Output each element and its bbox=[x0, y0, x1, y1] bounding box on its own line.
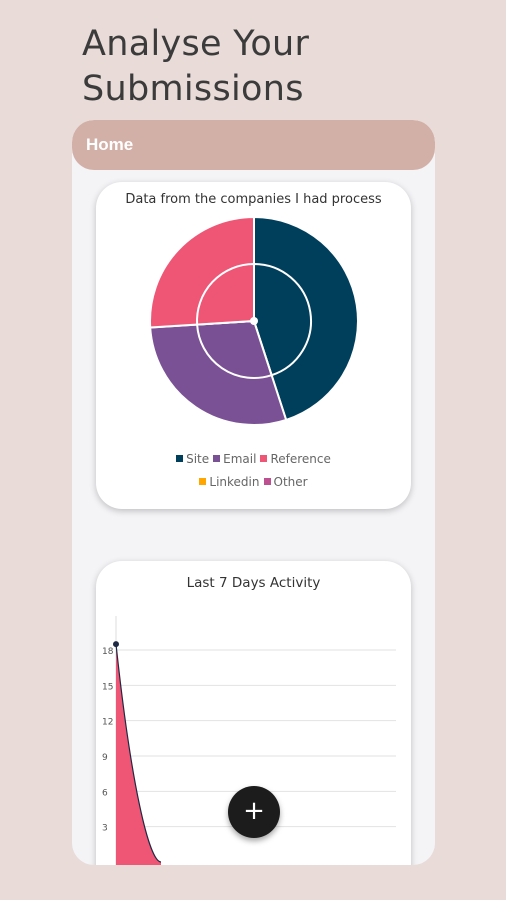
activity-chart: 3 6 9 12 15 18 bbox=[102, 616, 396, 865]
pie-slice-reference-inner[interactable] bbox=[196, 262, 255, 326]
companies-pie-card: Data from the companies I had process Si… bbox=[96, 182, 411, 509]
add-button[interactable]: + bbox=[228, 786, 280, 838]
legend-swatch-linkedin bbox=[199, 478, 207, 485]
y-tick-label: 12 bbox=[102, 718, 113, 728]
pie-legend-row-1: Site Email Reference bbox=[96, 452, 411, 466]
page-title-line2: Submissions bbox=[82, 69, 304, 109]
y-tick-label: 9 bbox=[102, 753, 108, 763]
pie-center-dot bbox=[250, 317, 258, 325]
y-tick-label: 18 bbox=[102, 647, 114, 657]
legend-item-site[interactable]: Site bbox=[176, 452, 209, 466]
legend-label-linkedin: Linkedin bbox=[209, 475, 260, 489]
legend-swatch-other bbox=[263, 478, 271, 485]
pie-slice-email-inner[interactable] bbox=[196, 319, 273, 379]
pie-legend-row-2: Linkedin Other bbox=[96, 475, 411, 489]
page-title-line1: Analyse Your bbox=[82, 24, 310, 64]
legend-label-other: Other bbox=[273, 475, 308, 489]
home-tab-label: Home bbox=[86, 135, 134, 154]
legend-swatch-reference bbox=[260, 455, 268, 462]
legend-swatch-email bbox=[213, 455, 221, 462]
pie-chart-title: Data from the companies I had process bbox=[125, 192, 382, 207]
legend-item-email[interactable]: Email bbox=[213, 452, 256, 466]
y-tick-label: 6 bbox=[102, 788, 108, 798]
content-panel: Home Data from the companies I had proce… bbox=[72, 120, 435, 865]
legend-item-linkedin[interactable]: Linkedin bbox=[199, 475, 260, 489]
activity-point[interactable] bbox=[113, 641, 119, 648]
pie-chart bbox=[149, 216, 359, 426]
legend-item-reference[interactable]: Reference bbox=[260, 452, 331, 466]
activity-area bbox=[116, 644, 161, 865]
legend-swatch-site bbox=[176, 455, 184, 462]
plus-icon: + bbox=[243, 796, 265, 826]
legend-label-email: Email bbox=[223, 452, 257, 466]
legend-item-other[interactable]: Other bbox=[263, 475, 308, 489]
activity-line bbox=[115, 644, 162, 863]
y-tick-label: 3 bbox=[102, 824, 108, 834]
page-title: Analyse Your Submissions bbox=[82, 22, 309, 112]
home-tab[interactable]: Home bbox=[72, 120, 435, 170]
activity-chart-title: Last 7 Days Activity bbox=[186, 575, 321, 591]
legend-label-site: Site bbox=[186, 452, 210, 466]
pie-slice-site-inner[interactable] bbox=[253, 262, 312, 377]
legend-label-reference: Reference bbox=[270, 452, 331, 466]
y-tick-label: 15 bbox=[102, 682, 113, 692]
